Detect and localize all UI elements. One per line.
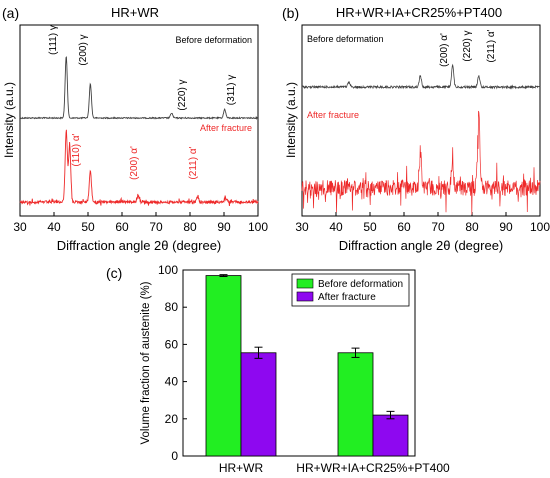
plot-frame-b: [301, 24, 541, 217]
x-tick-label-a-1: 40: [47, 220, 61, 234]
x-tick-label-b-6: 90: [499, 220, 513, 234]
x-tick-label-b-0: 30: [295, 220, 309, 234]
panel-label-b: (b): [282, 5, 299, 21]
bars-c: [205, 274, 409, 457]
panel-label-a: (a): [2, 5, 19, 21]
category-label-2: HR+WR+IA+CR25%+PT400: [296, 461, 450, 475]
y-axis-c: 0 20 40 60 80 100: [158, 263, 187, 463]
peak-label-b-1: (200) α': [439, 33, 450, 67]
x-axis-label-a: Diffraction angle 2θ (degree): [57, 238, 222, 253]
peak-label-a-6: (200) α': [129, 146, 140, 180]
peak-label-a-5: (110) α': [71, 133, 82, 166]
peak-label-a-1: (111) γ: [48, 25, 59, 55]
x-tick-label-a-4: 70: [149, 220, 163, 234]
x-tick-label-a-6: 90: [217, 220, 231, 234]
peak-label-a-2: (200) γ: [78, 34, 89, 65]
legend-after-b: After fracture: [307, 110, 359, 120]
series-line-after-a: [19, 129, 259, 206]
x-axis-a: 30 40 50 60 70 80 90 100: [13, 212, 268, 234]
x-tick-label-a-3: 60: [115, 220, 129, 234]
y-axis-label-b: Intensity (a.u.): [284, 82, 298, 158]
x-tick-label-a-0: 30: [13, 220, 27, 234]
error-bar-0-1: [351, 347, 360, 358]
x-axis-b: 30 40 50 60 70 80 90 100: [295, 212, 550, 234]
bar-before-0: [205, 275, 242, 457]
x-tick-label-b-1: 40: [329, 220, 343, 234]
y-tick-label-c-1: 20: [165, 412, 179, 426]
legend-after-a: After fracture: [200, 123, 252, 133]
y-axis-label-a: Intensity (a.u.): [2, 82, 16, 158]
plot-frame-c: [182, 269, 416, 457]
x-tick-label-b-5: 80: [465, 220, 479, 234]
legend-before-b: Before deformation: [307, 34, 384, 44]
x-tick-label-b-4: 70: [431, 220, 445, 234]
series-line-before-b: [301, 63, 541, 90]
bar-after-1: [372, 414, 409, 457]
legend-before-a: Before deformation: [175, 35, 252, 45]
panel-b: (b) HR+WR+IA+CR25%+PT400 30 40 50 60 70 80 90 1…: [282, 5, 550, 253]
legend-text-before: Before deformation: [318, 279, 403, 290]
error-bar-0-0: [219, 274, 228, 278]
y-tick-label-c-5: 100: [158, 263, 178, 277]
peak-label-a-4: (311) γ: [226, 75, 237, 105]
bar-after-0: [240, 352, 277, 457]
chart-title-b: HR+WR+IA+CR25%+PT400: [336, 5, 502, 20]
legend-swatch-before: [296, 278, 314, 289]
legend-c: Before deformation After fracture: [291, 273, 410, 307]
category-label-1: HR+WR: [219, 461, 264, 475]
panel-label-c: (c): [106, 265, 122, 281]
legend-text-after: After fracture: [318, 292, 376, 303]
panel-c: (c) Volume fraction of austenite (%) 0 20…: [106, 263, 450, 475]
x-tick-label-a-5: 80: [183, 220, 197, 234]
x-tick-label-b-2: 50: [363, 220, 377, 234]
peak-label-a-7: (211) α': [188, 146, 199, 179]
error-bar-1-0: [254, 346, 263, 359]
series-line-before-a: [19, 56, 259, 120]
chart-title-a: HR+WR: [111, 5, 159, 20]
y-tick-label-c-2: 40: [165, 375, 179, 389]
bar-before-1: [337, 352, 374, 457]
x-tick-label-a-2: 50: [81, 220, 95, 234]
peak-label-a-3: (220) γ: [177, 79, 188, 110]
x-tick-label-a-7: 100: [248, 220, 268, 234]
error-bar-1-1: [386, 410, 395, 420]
legend-swatch-after: [296, 291, 314, 302]
y-tick-label-c-4: 80: [165, 300, 179, 314]
y-axis-label-c: Volume fraction of austenite (%): [140, 281, 152, 444]
peak-label-b-3: (211) α': [486, 29, 497, 62]
series-line-after-b: [301, 110, 541, 215]
y-tick-label-c-3: 60: [165, 337, 179, 351]
y-tick-label-c-0: 0: [171, 449, 178, 463]
panel-a: (a) HR+WR 30 40 50 60 70 80 90 100 Diffraction …: [2, 5, 268, 253]
x-tick-label-b-3: 60: [397, 220, 411, 234]
x-tick-label-b-7: 100: [530, 220, 550, 234]
x-axis-label-b: Diffraction angle 2θ (degree): [339, 238, 504, 253]
peak-label-b-2: (220) γ: [462, 30, 473, 61]
plot-frame-a: [19, 24, 259, 217]
